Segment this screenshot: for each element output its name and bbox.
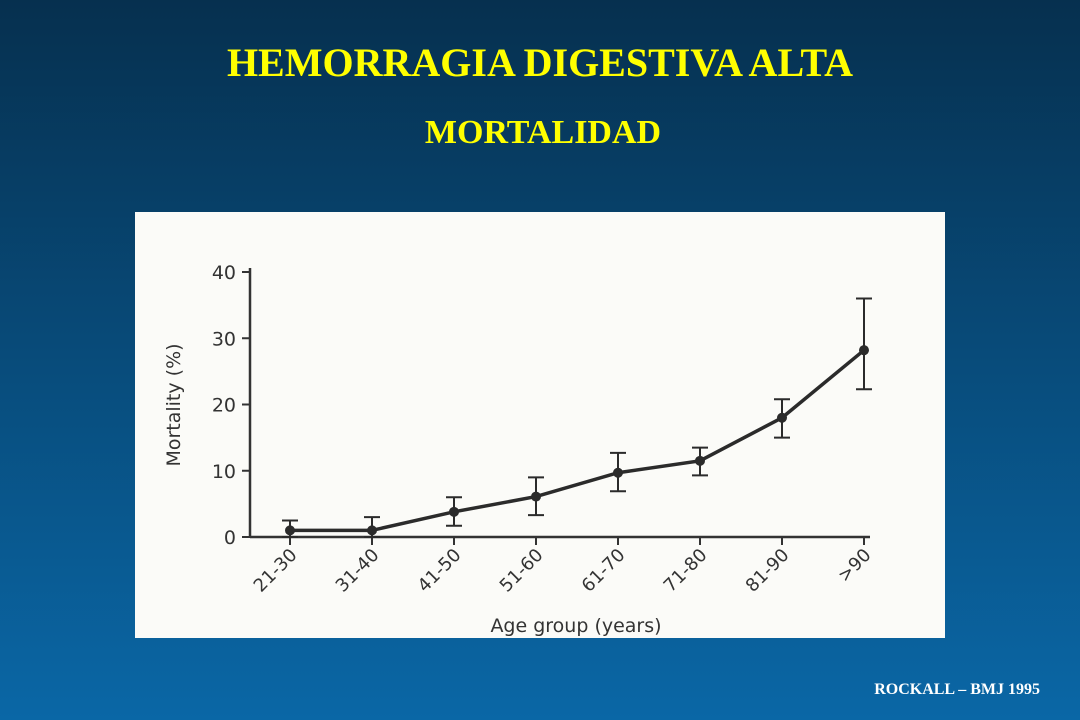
slide-title: HEMORRAGIA DIGESTIVA ALTA bbox=[227, 40, 853, 85]
data-point bbox=[531, 491, 541, 502]
y-tick-label: 0 bbox=[224, 527, 236, 549]
data-point bbox=[285, 525, 295, 536]
data-point bbox=[449, 506, 459, 517]
y-tick-label: 30 bbox=[212, 328, 236, 350]
slide-subtitle: MORTALIDAD bbox=[425, 114, 661, 151]
data-point bbox=[695, 455, 705, 466]
y-tick-label: 20 bbox=[212, 395, 236, 417]
x-axis-label: Age group (years) bbox=[490, 615, 661, 637]
error-bar bbox=[856, 297, 872, 391]
data-point bbox=[613, 467, 623, 478]
chart-panel bbox=[135, 212, 945, 638]
y-axis-label: Mortality (%) bbox=[163, 343, 185, 466]
y-tick-label: 40 bbox=[212, 262, 236, 284]
data-point bbox=[859, 345, 869, 356]
data-point bbox=[367, 525, 377, 536]
footer: ROCKALL – BMJ 1995 bbox=[874, 681, 1040, 698]
y-tick-label: 10 bbox=[212, 461, 236, 483]
data-line bbox=[290, 348, 866, 533]
data-point bbox=[777, 412, 787, 423]
